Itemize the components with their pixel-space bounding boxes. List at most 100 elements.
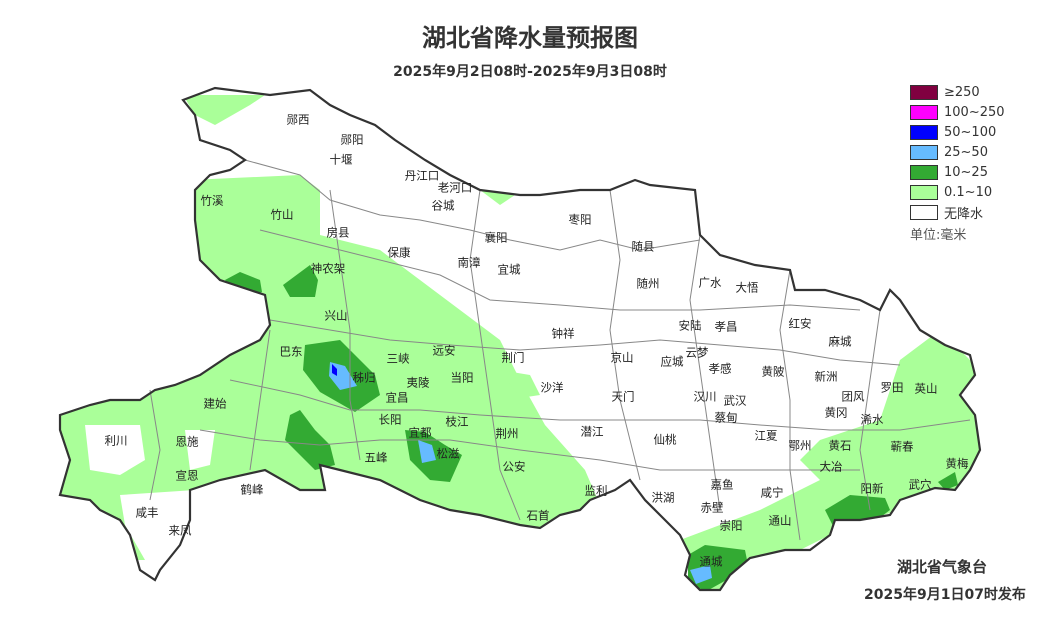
city-label: 安陆 bbox=[679, 319, 702, 333]
county-boundary bbox=[149, 389, 161, 501]
city-label: 应城 bbox=[661, 355, 684, 369]
county-boundary bbox=[469, 189, 521, 521]
city-label: 恩施 bbox=[176, 435, 199, 449]
city-label: 来凤 bbox=[169, 524, 192, 538]
city-label: 孝昌 bbox=[715, 320, 738, 334]
city-label: 房县 bbox=[327, 226, 350, 240]
city-label: 公安 bbox=[503, 460, 526, 474]
legend-label: 100~250 bbox=[944, 104, 1005, 120]
city-label: 阳新 bbox=[861, 482, 884, 496]
city-label: 兴山 bbox=[325, 309, 348, 323]
rainfall-area bbox=[332, 364, 337, 376]
rainfall-area bbox=[418, 440, 436, 463]
city-label: 蕲春 bbox=[891, 440, 914, 454]
city-label: 长阳 bbox=[379, 413, 402, 427]
city-label: 咸丰 bbox=[136, 506, 159, 520]
city-label: 黄冈 bbox=[825, 406, 848, 420]
legend-swatch bbox=[910, 144, 938, 160]
city-label: 孝感 bbox=[709, 362, 732, 376]
legend-label: 10~25 bbox=[944, 164, 988, 180]
county-boundaries bbox=[149, 159, 971, 541]
city-label: 远安 bbox=[433, 344, 456, 358]
city-label: 嘉鱼 bbox=[711, 478, 734, 492]
city-label: 丹江口 bbox=[405, 169, 440, 183]
city-label: 宜都 bbox=[409, 426, 432, 440]
legend-item: 0.1~10 bbox=[910, 182, 1005, 202]
city-label: 竹山 bbox=[271, 208, 294, 222]
city-label: 崇阳 bbox=[720, 519, 743, 533]
city-label: 保康 bbox=[388, 246, 411, 260]
county-boundary bbox=[259, 229, 861, 311]
city-label: 松滋 bbox=[437, 447, 460, 461]
city-label: 三峡 bbox=[387, 352, 410, 366]
legend-item: 10~25 bbox=[910, 162, 1005, 182]
city-label: 广水 bbox=[699, 276, 722, 290]
city-label: 神农架 bbox=[311, 262, 346, 276]
city-label: 赤壁 bbox=[701, 501, 724, 515]
county-boundary bbox=[779, 269, 801, 541]
county-boundary bbox=[329, 189, 361, 461]
county-boundary bbox=[199, 429, 860, 471]
city-label: 鹤峰 bbox=[241, 483, 264, 497]
rainfall-area bbox=[285, 410, 335, 470]
city-label: 南漳 bbox=[458, 256, 481, 270]
city-label: 黄石 bbox=[829, 439, 852, 453]
city-label: 夷陵 bbox=[407, 376, 430, 390]
city-label: 浠水 bbox=[861, 413, 884, 427]
county-boundary bbox=[859, 309, 881, 511]
city-label: 宜城 bbox=[498, 263, 521, 277]
rainfall-area bbox=[690, 565, 712, 584]
legend-swatch bbox=[910, 104, 938, 120]
city-label: 建始 bbox=[204, 397, 227, 411]
city-label: 随州 bbox=[637, 277, 660, 291]
rainfall-area bbox=[283, 265, 318, 297]
rainfall-area bbox=[938, 472, 958, 490]
rainfall-area bbox=[680, 330, 980, 590]
legend-swatch bbox=[910, 204, 938, 220]
city-label: 巴东 bbox=[280, 345, 303, 359]
city-label: 团风 bbox=[842, 390, 865, 404]
legend-swatch bbox=[910, 124, 938, 140]
county-boundary bbox=[249, 329, 271, 471]
city-label: 蔡甸 bbox=[715, 411, 738, 425]
legend-label: ≥250 bbox=[944, 84, 980, 100]
city-label: 罗田 bbox=[881, 381, 904, 395]
legend-label: 50~100 bbox=[944, 124, 997, 140]
forecast-period: 2025年9月2日08时-2025年9月3日08时 bbox=[393, 64, 667, 80]
city-label: 京山 bbox=[611, 351, 634, 365]
city-label: 老河口 bbox=[438, 181, 473, 195]
city-label: 通城 bbox=[700, 555, 723, 569]
city-label: 新洲 bbox=[815, 370, 838, 384]
county-boundary bbox=[244, 159, 701, 251]
city-label: 通山 bbox=[769, 514, 792, 528]
legend-item: ≥250 bbox=[910, 82, 1005, 102]
city-label: 沙洋 bbox=[541, 381, 564, 395]
city-label: 利川 bbox=[105, 434, 128, 448]
legend-item: 无降水 bbox=[910, 202, 1005, 222]
issuer: 湖北省气象台 bbox=[897, 558, 988, 576]
city-label: 云梦 bbox=[686, 346, 709, 360]
legend-label: 无降水 bbox=[944, 206, 984, 222]
legend-unit: 单位:毫米 bbox=[910, 228, 967, 243]
legend-swatch bbox=[910, 84, 938, 100]
city-label: 洪湖 bbox=[652, 491, 675, 505]
city-label: 武汉 bbox=[724, 394, 747, 408]
county-boundary bbox=[689, 234, 721, 511]
city-label: 随县 bbox=[632, 240, 655, 254]
city-label: 黄梅 bbox=[946, 457, 969, 471]
legend-item: 50~100 bbox=[910, 122, 1005, 142]
rainfall-area bbox=[185, 430, 215, 470]
city-label: 襄阳 bbox=[485, 231, 508, 245]
issue-time: 2025年9月1日07时发布 bbox=[864, 587, 1026, 603]
city-label: 十堰 bbox=[330, 153, 353, 167]
city-label: 英山 bbox=[915, 382, 938, 396]
city-label: 武穴 bbox=[909, 478, 932, 492]
city-label: 荆州 bbox=[496, 427, 519, 441]
city-label: 江夏 bbox=[755, 429, 778, 443]
city-label: 鄂州 bbox=[789, 439, 812, 453]
city-label: 秭归 bbox=[353, 371, 376, 385]
legend-label: 0.1~10 bbox=[944, 184, 993, 200]
county-boundary bbox=[609, 189, 641, 481]
city-label: 汉川 bbox=[694, 390, 717, 404]
